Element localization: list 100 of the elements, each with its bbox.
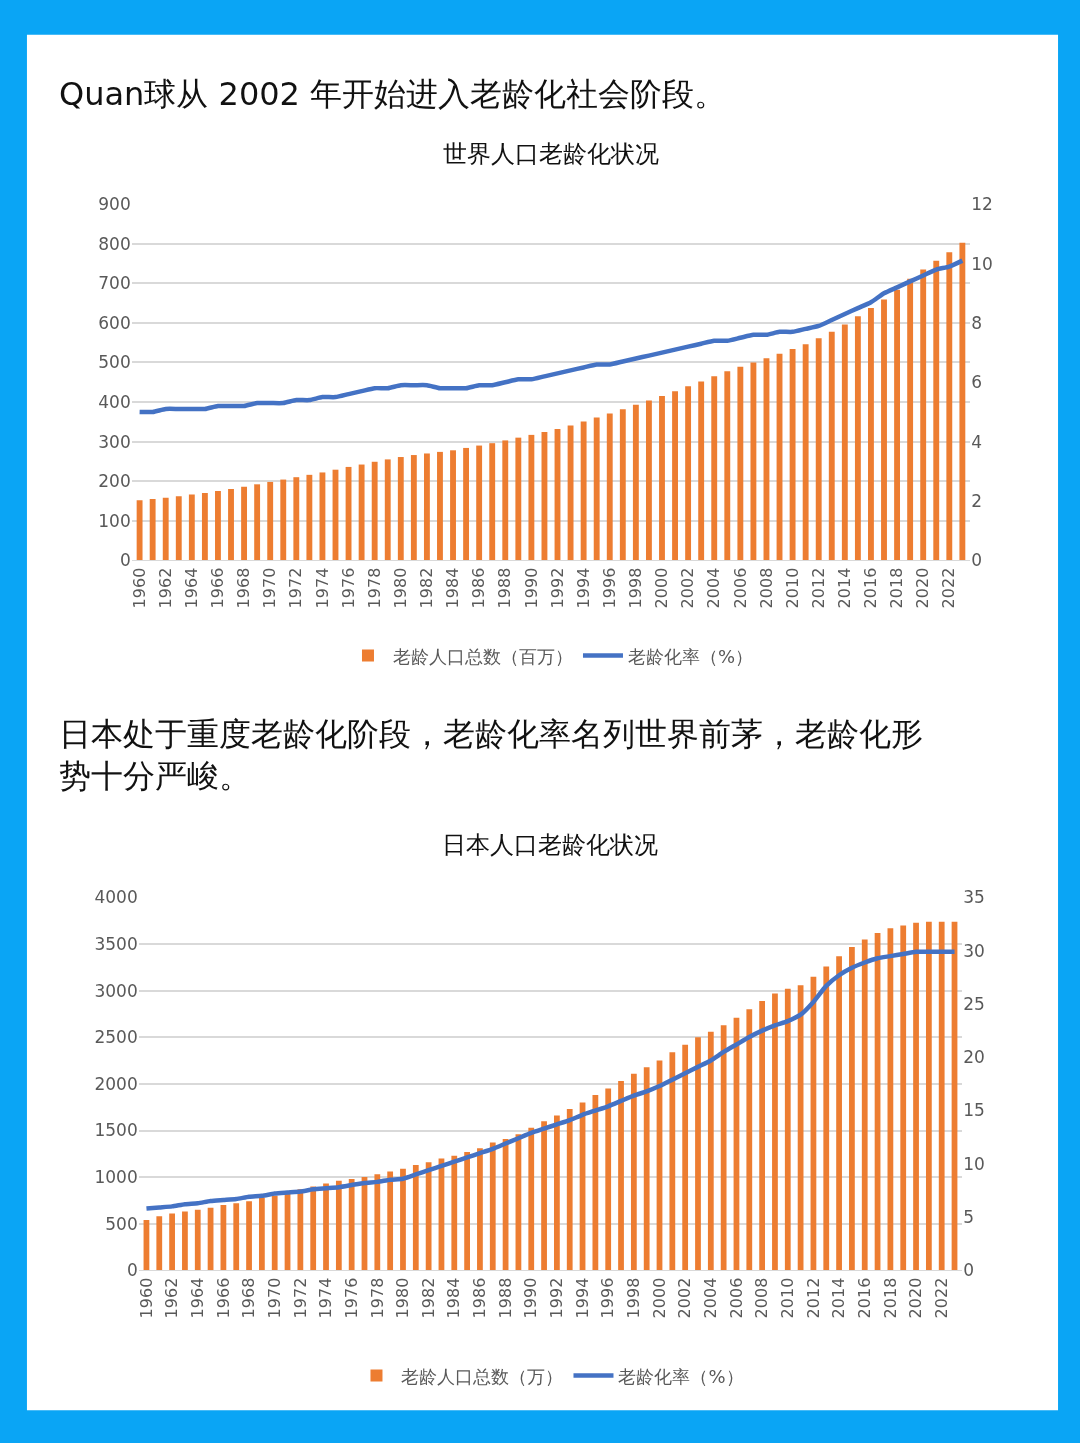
y2-tick-label: 4	[971, 431, 983, 452]
x-tick-label: 2012	[803, 1277, 823, 1319]
bar	[477, 1148, 483, 1271]
x-tick-label: 2000	[649, 1277, 669, 1319]
x-tick-label: 2016	[861, 567, 881, 609]
x-tick-label: 1984	[443, 567, 463, 609]
x-tick-label: 2020	[906, 1277, 926, 1319]
bar	[323, 1183, 329, 1271]
chart-subtitle: 世界人口老龄化状况	[443, 140, 659, 168]
bar	[502, 440, 509, 561]
bar	[618, 1081, 624, 1271]
bar	[412, 1164, 419, 1271]
bar	[156, 1216, 163, 1271]
bar	[823, 966, 830, 1271]
bar	[669, 1052, 676, 1271]
x-tick-label: 1982	[418, 1277, 438, 1319]
x-tick-label: 1962	[155, 567, 175, 609]
bar	[374, 1174, 381, 1271]
bar	[630, 1073, 637, 1271]
bar	[695, 1037, 701, 1271]
x-tick-label: 2004	[701, 1277, 721, 1319]
legend-label: 老龄人口总数（百万）	[392, 645, 573, 667]
y-tick-label: 700	[98, 273, 131, 294]
bar	[319, 472, 326, 561]
bar	[849, 946, 855, 1271]
x-tick-label: 2010	[782, 567, 802, 609]
bar	[450, 450, 456, 561]
bar	[310, 1186, 317, 1271]
y-tick-label: 600	[98, 312, 131, 333]
x-tick-label: 1986	[470, 1277, 490, 1319]
y2-tick-label: 30	[963, 940, 985, 961]
line-series	[144, 949, 957, 1211]
bar	[463, 447, 470, 561]
x-tick-label: 2018	[887, 567, 907, 609]
bar	[920, 269, 927, 561]
bar	[772, 993, 778, 1271]
bar	[293, 477, 300, 561]
bar	[913, 922, 919, 1271]
bar	[592, 1095, 599, 1271]
x-tick-label: 1966	[208, 567, 228, 609]
y-tick-label: 2000	[94, 1073, 138, 1094]
bar	[387, 1171, 394, 1271]
y2-tick-label: 5	[963, 1206, 975, 1227]
bar	[938, 921, 945, 1271]
bar	[476, 445, 483, 561]
x-tick-label: 2004	[704, 567, 724, 609]
x-tick-label: 1986	[469, 567, 489, 609]
x-tick-label: 1994	[572, 1277, 592, 1319]
x-tick-label: 1976	[338, 567, 358, 609]
bar	[828, 331, 835, 561]
bar	[228, 489, 234, 561]
bar	[907, 278, 914, 561]
y-tick-label: 100	[98, 510, 131, 531]
bar	[489, 1142, 496, 1271]
legend-label: 老龄化率（%）	[618, 1365, 744, 1387]
bar	[554, 1115, 560, 1271]
x-tick-label: 1970	[264, 1277, 284, 1319]
bar	[567, 425, 574, 561]
bar	[737, 366, 744, 561]
bar	[925, 921, 932, 1271]
x-tick-label: 1978	[364, 567, 384, 609]
bar	[659, 396, 665, 561]
x-tick-label: 1992	[547, 567, 567, 609]
bar	[868, 307, 874, 561]
bar	[280, 479, 287, 561]
bar	[746, 1009, 753, 1271]
bar	[182, 1211, 188, 1271]
bar	[632, 404, 639, 561]
y-tick-label: 3000	[94, 980, 138, 1001]
bar	[672, 391, 678, 561]
bar	[410, 455, 417, 561]
bar	[384, 459, 391, 561]
bar	[711, 376, 718, 561]
y2-tick-label: 2	[971, 490, 983, 511]
bar	[593, 417, 600, 561]
x-tick-label: 1966	[213, 1277, 233, 1319]
x-tick-label: 1974	[316, 1277, 336, 1319]
x-tick-label: 1990	[521, 1277, 541, 1319]
bar	[215, 491, 221, 561]
bar	[836, 956, 842, 1271]
y2-tick-label: 20	[963, 1047, 985, 1068]
bar	[306, 474, 313, 561]
bar	[201, 493, 208, 561]
y-tick-label: 900	[98, 194, 131, 215]
bar	[605, 1088, 612, 1271]
bar	[645, 400, 652, 561]
bar	[959, 242, 966, 561]
x-tick-label: 2002	[675, 1277, 695, 1319]
y2-tick-label: 10	[963, 1153, 985, 1174]
bar	[720, 1025, 727, 1271]
y-tick-label: 400	[98, 392, 131, 412]
bar	[136, 500, 143, 561]
x-tick-label: 1978	[367, 1277, 387, 1319]
x-tick-label: 1960	[129, 567, 149, 609]
bar	[685, 386, 692, 561]
bar	[528, 434, 535, 561]
x-tick-label: 1968	[234, 567, 254, 609]
y2-tick-label: 6	[971, 372, 983, 393]
y-tick-label: 200	[98, 471, 131, 492]
x-tick-label: 1980	[390, 567, 410, 609]
